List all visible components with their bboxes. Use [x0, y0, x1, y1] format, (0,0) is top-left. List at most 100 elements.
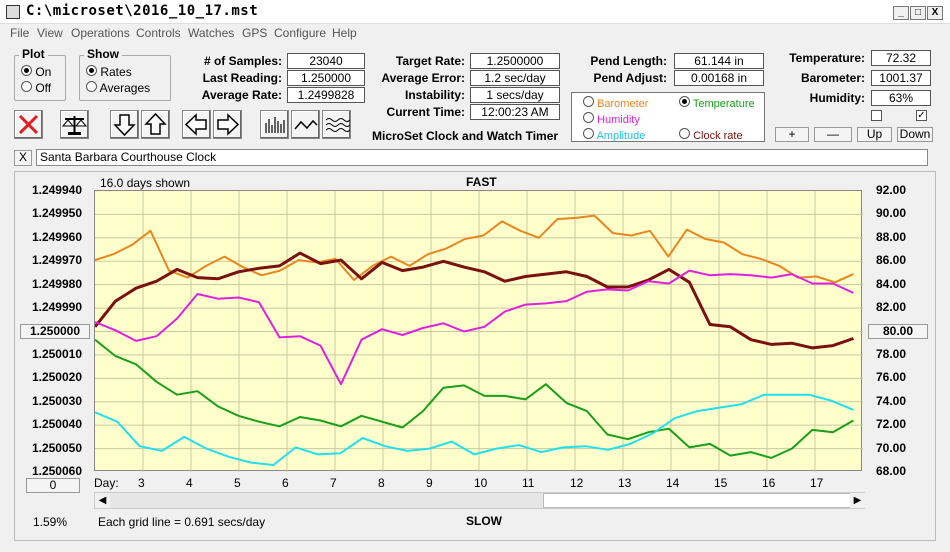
x-tick-label: 5 [234, 476, 241, 490]
clock-name-field[interactable]: Santa Barbara Courthouse Clock [36, 149, 928, 166]
menu-file[interactable]: File [10, 26, 30, 40]
sensor-humidity-radio[interactable]: Humidity [583, 112, 640, 126]
line-graph-icon [294, 119, 318, 130]
up-button[interactable]: Up [857, 127, 892, 142]
app-icon [6, 5, 20, 19]
show-group-title: Show [84, 47, 122, 61]
x-tick-label: 11 [522, 476, 535, 490]
histogram-button[interactable] [260, 110, 289, 139]
wave-graph-button[interactable] [322, 110, 351, 139]
minus-button[interactable]: — [814, 127, 852, 142]
plus-button[interactable]: + [775, 127, 809, 142]
right-tick-label: 70.00 [876, 440, 907, 455]
grid-note: Each grid line = 0.691 secs/day [98, 515, 266, 529]
humidity-label: Humidity: [809, 91, 865, 105]
show-rates-radio[interactable]: Rates [86, 65, 132, 79]
plot-group-title: Plot [19, 47, 48, 61]
right-center-button[interactable]: 80.00 [868, 324, 928, 339]
arrow-right-button[interactable] [213, 110, 242, 139]
x-tick-label: 14 [666, 476, 680, 490]
close-clock-button[interactable]: X [14, 150, 32, 166]
right-tick-label: 72.00 [876, 417, 907, 432]
scroll-left-icon[interactable]: ◀ [95, 493, 110, 508]
menu-watches[interactable]: Watches [188, 26, 235, 40]
x-tick-label: 15 [714, 476, 728, 490]
average-rate-label: Average Rate: [201, 88, 282, 102]
sensor-clockrate-radio[interactable]: Clock rate [679, 128, 743, 142]
sensor-temperature-radio[interactable]: Temperature [679, 96, 755, 110]
arrow-up-button[interactable] [141, 110, 170, 139]
scale-button[interactable] [60, 110, 89, 139]
menu-operations[interactable]: Operations [71, 26, 130, 40]
right-axis: 92.00 90.00 88.00 86.00 84.00 82.00 78.00 76.00… [872, 183, 934, 484]
scroll-thumb[interactable] [543, 493, 851, 508]
series-line-0 [94, 214, 854, 284]
arrow-down-button[interactable] [110, 110, 139, 139]
option-checkbox-2-checked[interactable]: ✓ [916, 110, 927, 121]
menu-help[interactable]: Help [332, 26, 357, 40]
series-line-4 [94, 393, 854, 466]
barometer-label: Barometer: [800, 71, 865, 85]
left-tick-label: 1.249980 [31, 276, 82, 291]
close-button[interactable]: X [927, 6, 943, 20]
maximize-button[interactable]: □ [910, 6, 926, 20]
humidity-value: 63% [871, 90, 931, 106]
left-bottom-button[interactable]: 0 [26, 478, 80, 493]
show-averages-radio[interactable]: Averages [86, 81, 150, 95]
rate-chart [93, 190, 863, 472]
minimize-button[interactable]: _ [893, 6, 909, 20]
app-caption: MicroSet Clock and Watch Timer [372, 129, 559, 143]
left-tick-label: 1.249960 [31, 229, 82, 244]
menu-controls[interactable]: Controls [136, 26, 181, 40]
temperature-value: 72.32 [871, 50, 931, 66]
option-checkbox-1[interactable] [871, 110, 882, 121]
sensor-amplitude-radio[interactable]: Amplitude [583, 128, 645, 142]
x-tick-label: 4 [186, 476, 193, 490]
arrow-left-button[interactable] [182, 110, 211, 139]
x-axis: 3 4 5 6 7 8 9 10 11 12 13 14 15 16 17 [94, 474, 862, 490]
temperature-label: Temperature: [789, 51, 865, 65]
x-tick-label: 12 [570, 476, 584, 490]
average-rate-value: 1.2499828 [287, 87, 365, 103]
sensor-barometer-radio[interactable]: Barometer [583, 96, 648, 110]
left-tick-label: 1.250030 [31, 393, 82, 408]
right-tick-label: 74.00 [876, 393, 907, 408]
days-shown-label: 16.0 days shown [100, 176, 191, 190]
right-tick-label: 78.00 [876, 346, 907, 361]
balance-scale-icon [61, 116, 88, 135]
target-rate-label: Target Rate: [395, 54, 465, 68]
average-error-label: Average Error: [381, 71, 465, 85]
left-tick-label: 1.249940 [31, 183, 82, 197]
chart-svg [93, 191, 863, 472]
menu-view[interactable]: View [37, 26, 63, 40]
left-tick-label: 1.250050 [31, 440, 82, 455]
plot-off-radio[interactable]: Off [21, 81, 51, 95]
chart-panel [14, 171, 936, 541]
average-error-value: 1.2 sec/day [470, 70, 560, 86]
right-tick-label: 68.00 [876, 464, 907, 478]
down-button[interactable]: Down [897, 127, 933, 142]
pend-length-label: Pend Length: [590, 54, 667, 68]
scroll-right-icon[interactable]: ▶ [850, 493, 865, 508]
left-tick-label: 1.249990 [31, 300, 82, 315]
stop-button[interactable] [14, 110, 43, 139]
menu-configure[interactable]: Configure [274, 26, 327, 40]
plot-on-radio[interactable]: On [21, 65, 51, 79]
menu-gps[interactable]: GPS [242, 26, 268, 40]
x-tick-label: 13 [618, 476, 632, 490]
line-graph-button[interactable] [291, 110, 320, 139]
x-tick-label: 10 [474, 476, 488, 490]
left-tick-label: 1.250040 [31, 417, 82, 432]
slow-label: SLOW [466, 514, 502, 528]
left-tick-label: 1.249970 [31, 253, 82, 268]
samples-value: 23040 [287, 53, 365, 69]
x-tick-label: 8 [378, 476, 385, 490]
show-group [79, 55, 171, 101]
right-tick-label: 84.00 [876, 276, 907, 291]
left-center-button[interactable]: 1.250000 [20, 324, 90, 339]
right-tick-label: 86.00 [876, 253, 907, 268]
arrow-up-icon [144, 112, 167, 135]
current-time-label: Current Time: [386, 105, 465, 119]
series-line-2 [94, 269, 854, 386]
last-reading-label: Last Reading: [202, 71, 282, 85]
